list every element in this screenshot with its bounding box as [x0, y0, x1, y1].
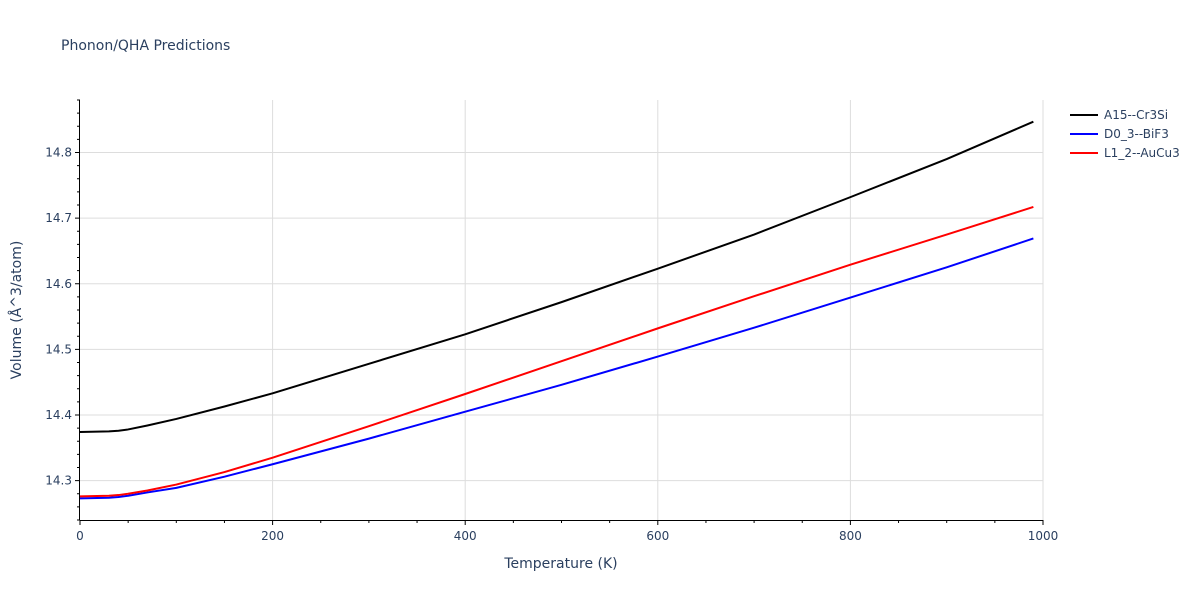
x-tick-label: 0: [76, 529, 84, 543]
axes: [75, 99, 1044, 525]
y-tick-label: 14.4: [45, 408, 72, 422]
y-tick-label: 14.3: [45, 474, 72, 488]
series-line-d0-3-bif3: [79, 237, 1034, 500]
series-lines: [79, 120, 1034, 500]
y-tick-label: 14.5: [45, 342, 72, 356]
series-line-a15-cr3si: [79, 120, 1034, 434]
x-axis-title: Temperature (K): [503, 556, 617, 572]
legend-label: A15--Cr3Si: [1104, 108, 1168, 122]
chart-title: Phonon/QHA Predictions: [61, 38, 230, 54]
series-line-l1-2-aucu3: [79, 206, 1034, 498]
legend: A15--Cr3Si D0_3--BiF3 L1_2--AuCu3: [1070, 108, 1180, 160]
x-tick-label: 400: [454, 529, 477, 543]
y-tick-label: 14.7: [45, 211, 72, 225]
y-axis-title: Volume (Å^3/atom): [8, 241, 25, 380]
y-tick-label: 14.6: [45, 277, 72, 291]
x-tick-label: 600: [646, 529, 669, 543]
x-tick-label: 800: [839, 529, 862, 543]
tick-labels: 0 200 400 600 800 1000 14.3 14.4 14.5 14.6 14.7 14.…: [45, 146, 1058, 544]
legend-label: D0_3--BiF3: [1104, 127, 1169, 141]
x-tick-label: 200: [261, 529, 284, 543]
grid: [80, 100, 1044, 520]
y-tick-label: 14.8: [45, 146, 72, 160]
legend-label: L1_2--AuCu3: [1104, 146, 1180, 160]
x-tick-label: 1000: [1028, 529, 1059, 543]
